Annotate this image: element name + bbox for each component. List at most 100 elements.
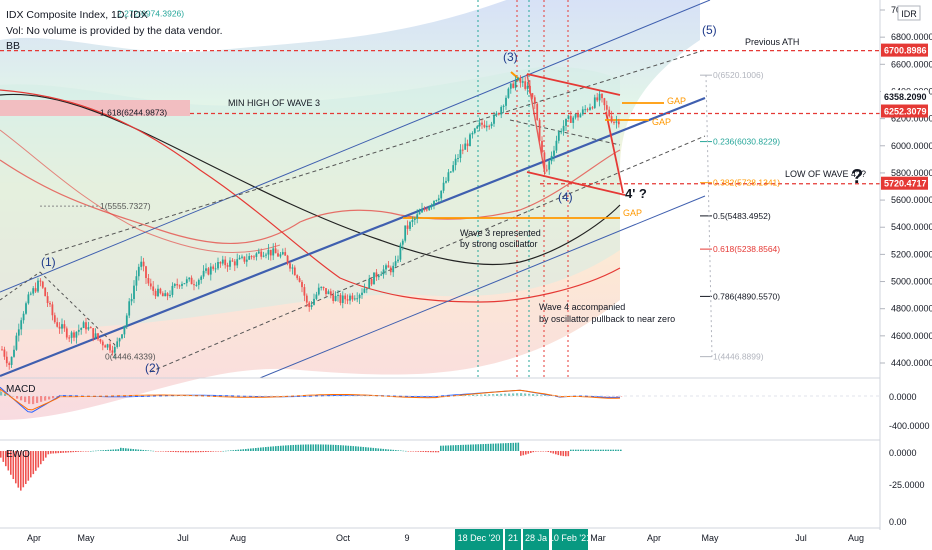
ewo-histogram-bar <box>532 451 535 453</box>
candle-body <box>351 295 354 300</box>
candle-body <box>459 149 462 159</box>
ewo-histogram-bar <box>282 445 285 451</box>
price-tick-label: 5000.0000 <box>891 277 932 287</box>
ewo-histogram-bar <box>245 448 247 451</box>
ewo-histogram-bar <box>152 450 155 452</box>
ewo-histogram-bar <box>80 451 82 452</box>
ewo-histogram-bar <box>420 451 422 452</box>
candle-body <box>173 284 176 286</box>
ewo-histogram-bar <box>327 444 330 451</box>
macd-histogram-bar <box>20 396 23 401</box>
macd-histogram-bar <box>468 394 471 396</box>
ewo-histogram-bar <box>320 444 322 451</box>
candle-body <box>507 88 510 98</box>
extension-level-label: 1(5555.7327) <box>100 201 151 211</box>
candle-body <box>207 268 210 275</box>
price-tick-label: 6800.0000 <box>891 32 932 42</box>
candle-body <box>63 324 66 329</box>
ewo-histogram-bar <box>372 447 375 451</box>
candle-body <box>457 158 459 160</box>
drawing-layer <box>0 0 880 378</box>
candle-body <box>401 240 404 245</box>
ewo-histogram-bar <box>272 446 275 451</box>
time-tick-label: Aug <box>230 533 246 543</box>
ewo-histogram-bar <box>350 445 352 451</box>
ewo-histogram-bar <box>450 445 452 451</box>
macd-histogram-bar <box>608 396 611 397</box>
price-tick-label: 6200.0000 <box>891 114 932 124</box>
time-tick-label: May <box>77 533 95 543</box>
candle-body <box>265 254 267 256</box>
ewo-histogram-bar <box>130 448 132 451</box>
candle-body <box>80 328 83 330</box>
wave-5-label: (5) <box>702 23 717 37</box>
wave3-note-line1: Wave 3 represented <box>460 228 541 238</box>
candle-body <box>322 286 325 289</box>
wave4-prime-projection <box>605 111 624 194</box>
candle-body <box>277 253 279 257</box>
candle-body <box>591 107 594 109</box>
gap-label-1: GAP <box>667 96 686 106</box>
candle-body <box>212 266 215 269</box>
ewo-histogram-bar <box>142 449 145 451</box>
candle-body <box>589 107 591 110</box>
candle-body <box>586 109 589 111</box>
candle-body <box>411 219 414 223</box>
candle-body <box>332 294 335 301</box>
candle-body <box>15 335 18 350</box>
candle-body <box>337 294 339 296</box>
wave3-note-line2: by strong oscillattor <box>460 239 538 249</box>
macd-histogram-bar <box>464 395 467 396</box>
ewo-histogram-bar <box>57 451 60 454</box>
price-tick-label: 6600.0000 <box>891 59 932 69</box>
time-tick-label: Jul <box>795 533 807 543</box>
candle-body <box>394 261 397 266</box>
ewo-histogram-bar <box>552 451 555 454</box>
price-tick-label: 5600.0000 <box>891 195 932 205</box>
macd-histogram-bar <box>488 394 491 396</box>
candle-body <box>512 83 515 88</box>
candle-body <box>541 140 543 153</box>
macd-histogram-bar <box>48 396 51 400</box>
ewo-histogram-bar <box>502 443 505 451</box>
ewo-histogram-bar <box>597 449 600 451</box>
candle-body <box>617 121 620 125</box>
gap-label-2: GAP <box>652 117 671 127</box>
candle-body <box>13 349 15 357</box>
ewo-histogram-bar <box>240 449 242 451</box>
ewo-histogram-bar <box>470 444 472 451</box>
ewo-histogram-bar <box>165 451 167 452</box>
ewo-histogram-bar <box>255 447 257 451</box>
candle-body <box>269 249 272 256</box>
candle-body <box>200 276 203 280</box>
ewo-histogram-bar <box>615 449 617 451</box>
ewo-histogram-bar <box>77 451 80 452</box>
annotation-layer: 0(6520.1006) 0.236(6030.8229) 0.382(5728.1… <box>40 8 780 362</box>
candle-body <box>550 155 553 162</box>
price-tick-label: 4800.0000 <box>891 304 932 314</box>
ewo-axis-label-neg: -25.0000 <box>889 480 925 490</box>
candle-body <box>344 295 347 300</box>
candle-body <box>310 304 313 307</box>
macd-histogram-bar <box>544 395 547 396</box>
ewo-histogram-bar <box>115 449 117 451</box>
candle-body <box>272 248 275 256</box>
candle-body <box>368 278 371 289</box>
candle-body <box>500 106 503 115</box>
ewo-histogram-bar <box>127 448 130 451</box>
currency-badge[interactable] <box>897 5 921 21</box>
candle-body <box>404 225 407 241</box>
macd-histogram-bar <box>528 393 531 396</box>
ewo-histogram-bar <box>422 451 425 452</box>
ewo-histogram-bar <box>375 448 377 451</box>
ewo-pane-title: EWO <box>6 449 30 460</box>
ewo-histogram-bar <box>190 451 192 453</box>
parallel-dashed-3 <box>509 119 621 146</box>
ewo-histogram-bar <box>295 444 297 451</box>
macd-histogram-bar <box>472 394 475 396</box>
candle-body <box>430 205 433 207</box>
candle-body <box>327 291 330 295</box>
candle-body <box>293 267 296 276</box>
